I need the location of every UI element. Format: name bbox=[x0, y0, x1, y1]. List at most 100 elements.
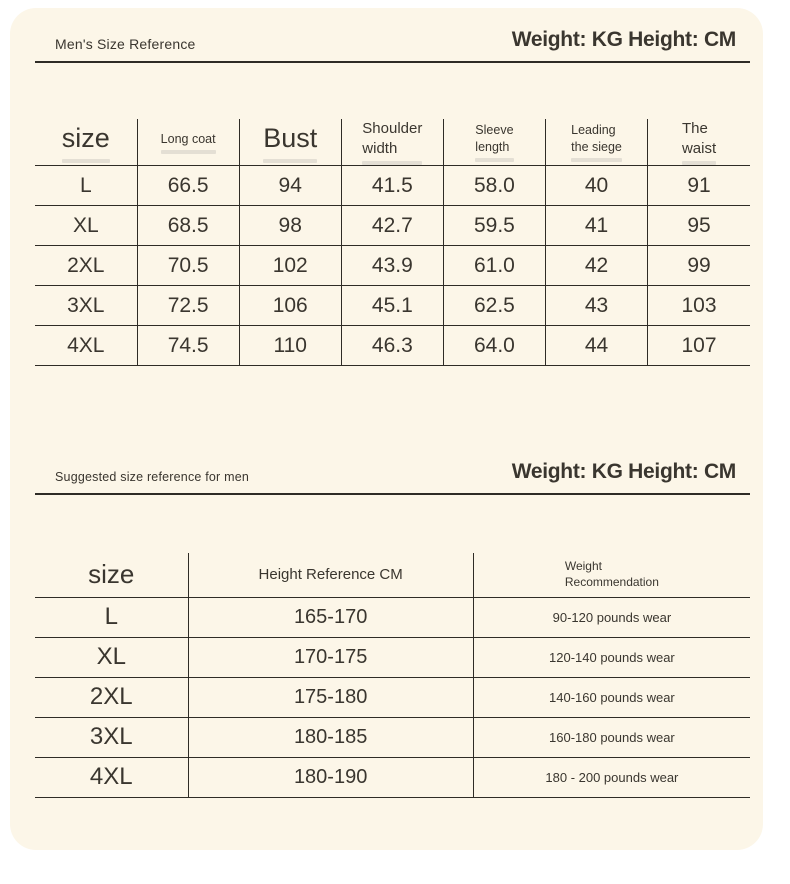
cell-value: 62.5 bbox=[442, 285, 546, 327]
cell-value: 91 bbox=[647, 165, 750, 207]
text-residue bbox=[160, 149, 216, 154]
cell-size: XL bbox=[35, 205, 138, 247]
cell-value: 42 bbox=[544, 245, 648, 287]
text-residue bbox=[571, 157, 622, 162]
header-label: size bbox=[88, 559, 135, 590]
cell-value: 45.1 bbox=[340, 285, 444, 327]
suggested-size-header-row: size Height Reference CM Weight Recommend… bbox=[35, 553, 750, 598]
header-bust: Bust bbox=[238, 119, 342, 167]
cell-height: 180-185 bbox=[187, 717, 474, 758]
cell-size: 4XL bbox=[35, 325, 138, 367]
header-label: Height Reference CM bbox=[258, 566, 403, 584]
table-row-2xl: 2XL 70.5 102 43.9 61.0 42 99 bbox=[35, 245, 750, 287]
cell-value: 66.5 bbox=[136, 165, 240, 207]
cell-value: 43.9 bbox=[340, 245, 444, 287]
section-header-suggested: Suggested size reference for men Weight:… bbox=[35, 460, 750, 496]
text-residue bbox=[263, 159, 318, 164]
table-row-xl: XL 68.5 98 42.7 59.5 41 95 bbox=[35, 205, 750, 247]
cell-value: 94 bbox=[238, 165, 342, 207]
cell-value: 106 bbox=[238, 285, 342, 327]
section-title-men: Men's Size Reference bbox=[55, 36, 196, 53]
cell-value: 46.3 bbox=[340, 325, 444, 367]
card-content: Men's Size Reference Weight: KG Height: … bbox=[10, 8, 763, 798]
cell-height: 175-180 bbox=[187, 677, 474, 718]
unit-note-men: Weight: KG Height: CM bbox=[511, 28, 737, 51]
cell-value: 103 bbox=[647, 285, 750, 327]
header-weight-recommendation: Weight Recommendation bbox=[472, 553, 750, 598]
text-residue bbox=[362, 161, 423, 166]
cell-value: 58.0 bbox=[442, 165, 546, 207]
cell-size: 2XL bbox=[35, 677, 188, 718]
cell-size: 4XL bbox=[35, 757, 188, 798]
text-residue bbox=[681, 161, 717, 166]
table-row-3xl: 3XL 180-185 160-180 pounds wear bbox=[35, 717, 750, 758]
section-header-men: Men's Size Reference Weight: KG Height: … bbox=[35, 8, 750, 64]
suggested-size-table: size Height Reference CM Weight Recommend… bbox=[35, 553, 750, 798]
table-row-4xl: 4XL 74.5 110 46.3 64.0 44 107 bbox=[35, 325, 750, 367]
header-label: Recommendation bbox=[564, 575, 659, 590]
cell-value: 98 bbox=[238, 205, 342, 247]
header-label: Weight bbox=[564, 559, 602, 574]
cell-value: 99 bbox=[647, 245, 750, 287]
header-label: the siege bbox=[571, 139, 622, 154]
cell-weight: 120-140 pounds wear bbox=[472, 637, 750, 678]
section-title-suggested: Suggested size reference for men bbox=[55, 470, 250, 485]
cell-height: 180-190 bbox=[187, 757, 474, 798]
header-leading-siege: Leading the siege bbox=[544, 119, 648, 167]
table-row-3xl: 3XL 72.5 106 45.1 62.5 43 103 bbox=[35, 285, 750, 327]
cell-size: 2XL bbox=[35, 245, 138, 287]
table-row-4xl: 4XL 180-190 180 - 200 pounds wear bbox=[35, 757, 750, 798]
cell-value: 41.5 bbox=[340, 165, 444, 207]
cell-value: 70.5 bbox=[136, 245, 240, 287]
cell-value: 61.0 bbox=[442, 245, 546, 287]
cell-size: L bbox=[35, 165, 138, 207]
men-size-header-row: size Long coat Bust Shoulder width Sleeve… bbox=[35, 119, 750, 167]
cell-size: XL bbox=[35, 637, 188, 678]
text-residue bbox=[61, 159, 110, 164]
header-size: size bbox=[35, 553, 188, 598]
header-label: Long coat bbox=[160, 131, 216, 146]
cell-weight: 90-120 pounds wear bbox=[472, 597, 750, 638]
header-long-coat: Long coat bbox=[136, 119, 240, 167]
men-size-table: size Long coat Bust Shoulder width Sleeve… bbox=[35, 119, 750, 367]
header-label: The bbox=[681, 120, 708, 138]
header-label: width bbox=[362, 139, 398, 157]
header-waist: The waist bbox=[647, 119, 750, 167]
cell-size: 3XL bbox=[35, 717, 188, 758]
cell-value: 41 bbox=[544, 205, 648, 247]
cell-value: 40 bbox=[544, 165, 648, 207]
header-label: waist bbox=[681, 139, 717, 157]
cell-value: 110 bbox=[238, 325, 342, 367]
size-chart-card: Men's Size Reference Weight: KG Height: … bbox=[10, 8, 763, 850]
header-size: size bbox=[35, 119, 138, 167]
cell-value: 102 bbox=[238, 245, 342, 287]
cell-weight: 140-160 pounds wear bbox=[472, 677, 750, 718]
cell-weight: 160-180 pounds wear bbox=[472, 717, 750, 758]
header-height-reference: Height Reference CM bbox=[187, 553, 474, 598]
cell-value: 72.5 bbox=[136, 285, 240, 327]
header-label: length bbox=[475, 139, 510, 154]
cell-value: 107 bbox=[647, 325, 750, 367]
header-label: Shoulder bbox=[362, 120, 423, 138]
cell-value: 74.5 bbox=[136, 325, 240, 367]
header-label: Leading bbox=[571, 123, 616, 138]
unit-note-suggested: Weight: KG Height: CM bbox=[511, 460, 737, 484]
header-label: Sleeve bbox=[475, 123, 514, 138]
cell-value: 43 bbox=[544, 285, 648, 327]
cell-value: 64.0 bbox=[442, 325, 546, 367]
cell-weight: 180 - 200 pounds wear bbox=[472, 757, 750, 798]
cell-value: 44 bbox=[544, 325, 648, 367]
table-row-xl: XL 170-175 120-140 pounds wear bbox=[35, 637, 750, 678]
table-row-l: L 165-170 90-120 pounds wear bbox=[35, 597, 750, 638]
cell-height: 165-170 bbox=[187, 597, 474, 638]
cell-value: 42.7 bbox=[340, 205, 444, 247]
cell-value: 68.5 bbox=[136, 205, 240, 247]
cell-value: 59.5 bbox=[442, 205, 546, 247]
header-label: size bbox=[61, 123, 110, 154]
text-residue bbox=[475, 157, 514, 162]
header-shoulder-width: Shoulder width bbox=[340, 119, 444, 167]
table-row-2xl: 2XL 175-180 140-160 pounds wear bbox=[35, 677, 750, 718]
cell-value: 95 bbox=[647, 205, 750, 247]
header-sleeve-length: Sleeve length bbox=[442, 119, 546, 167]
cell-size: 3XL bbox=[35, 285, 138, 327]
